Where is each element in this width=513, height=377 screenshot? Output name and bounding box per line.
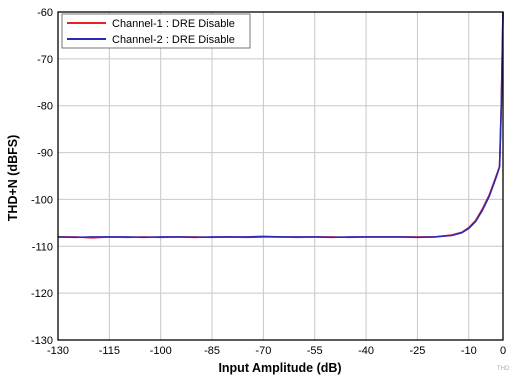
series-lines: [57, 11, 504, 239]
x-tick-label: -40: [358, 345, 374, 357]
y-tick-label: -120: [31, 288, 53, 300]
x-tick-labels: -130 -115 -100 -85 -70 -55 -40 -25 -10 0: [47, 345, 506, 357]
x-tick-label: -25: [409, 345, 425, 357]
x-tick-label: -85: [204, 345, 220, 357]
x-tick-label: -55: [307, 345, 323, 357]
grid: [57, 11, 504, 341]
y-tick-label: -110: [32, 241, 53, 253]
legend-box: [61, 13, 251, 49]
x-tick-label: -10: [461, 345, 477, 357]
y-axis-title: THD+N (dBFS): [6, 135, 20, 221]
legend: Channel-1 : DRE Disable Channel-2 : DRE …: [61, 13, 251, 49]
y-tick-label: -60: [37, 7, 53, 19]
watermark: THD: [497, 366, 510, 372]
y-tick-label: -130: [31, 335, 53, 347]
y-tick-labels: -60 -70 -80 -90 -100 -110 -120 -130: [31, 7, 53, 347]
plot-frame: [57, 11, 504, 341]
legend-label-channel-1: Channel-1 : DRE Disable: [112, 18, 235, 30]
y-tick-label: -80: [37, 101, 53, 113]
x-tick-label: -130: [47, 345, 69, 357]
x-tick-label: -115: [99, 345, 120, 357]
x-tick-label: -70: [255, 345, 271, 357]
series-line-channel-2: [57, 11, 504, 239]
y-tick-label: -90: [37, 148, 53, 160]
legend-label-channel-2: Channel-2 : DRE Disable: [112, 34, 235, 46]
x-tick-label: -100: [150, 345, 172, 357]
y-tick-label: -100: [31, 194, 53, 206]
x-tick-label: 0: [500, 345, 506, 357]
y-tick-label: -70: [37, 54, 53, 66]
x-axis-title: Input Amplitude (dB): [218, 361, 341, 375]
